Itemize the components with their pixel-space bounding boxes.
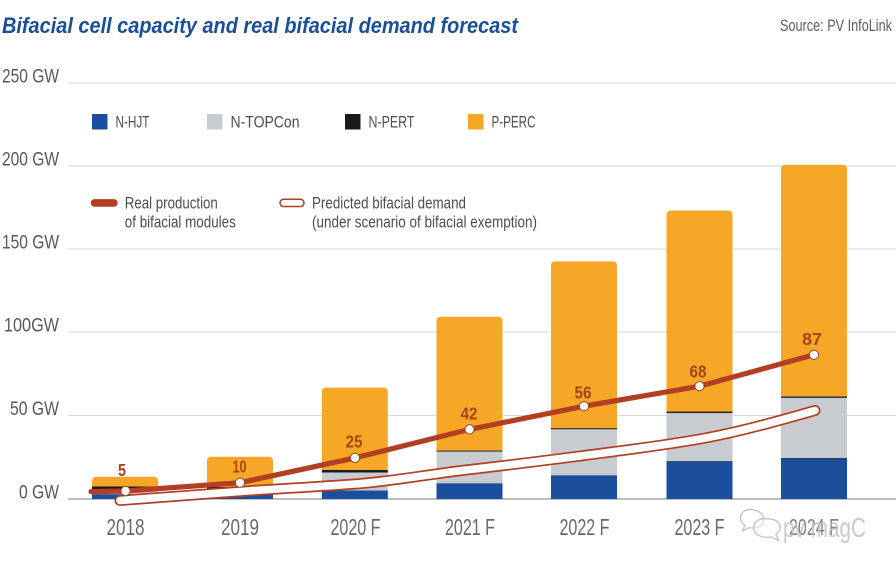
svg-text:2020 F: 2020 F [331, 514, 381, 540]
svg-text:2023 F: 2023 F [675, 514, 725, 540]
svg-text:N-PERT: N-PERT [369, 114, 415, 132]
svg-text:87: 87 [802, 329, 822, 349]
svg-text:Real production: Real production [125, 195, 218, 213]
svg-text:Predicted bifacial demand: Predicted bifacial demand [312, 195, 466, 213]
svg-text:42: 42 [461, 404, 478, 424]
svg-text:50 GW: 50 GW [10, 398, 59, 420]
svg-text:200 GW: 200 GW [2, 149, 59, 171]
svg-text:2021 F: 2021 F [445, 514, 495, 540]
svg-text:2019: 2019 [221, 514, 259, 540]
svg-text:25: 25 [346, 432, 363, 452]
svg-text:56: 56 [575, 383, 592, 403]
svg-text:(under scenario of bifacial ex: (under scenario of bifacial exemption) [312, 214, 537, 232]
svg-text:P-PERC: P-PERC [492, 114, 536, 132]
svg-text:2022 F: 2022 F [560, 514, 610, 540]
svg-text:N-TOPCon: N-TOPCon [231, 114, 300, 132]
svg-text:10: 10 [233, 457, 247, 477]
svg-text:150 GW: 150 GW [2, 232, 59, 254]
svg-text:2024 F: 2024 F [789, 514, 839, 540]
svg-text:0 GW: 0 GW [19, 482, 59, 504]
svg-text:pv magC: pv magC [783, 512, 866, 543]
svg-text:5: 5 [118, 460, 126, 480]
svg-text:Source: PV InfoLink: Source: PV InfoLink [780, 17, 893, 35]
svg-text:of bifacial modules: of bifacial modules [125, 214, 236, 232]
svg-text:2018: 2018 [107, 514, 145, 540]
svg-text:250 GW: 250 GW [2, 66, 59, 88]
svg-text:100GW: 100GW [4, 315, 59, 337]
svg-text:N-HJT: N-HJT [116, 114, 150, 132]
svg-text:68: 68 [690, 362, 707, 382]
svg-text:Bifacial cell capacity and rea: Bifacial cell capacity and real bifacial… [2, 13, 519, 38]
